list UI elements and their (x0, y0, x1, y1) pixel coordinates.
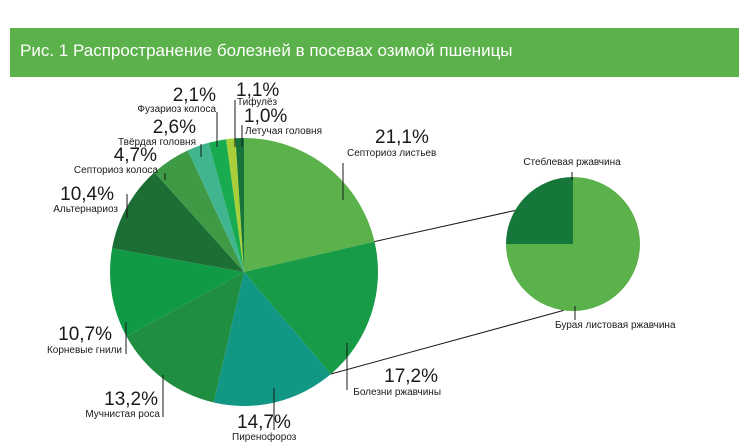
pie-slice-корневые-гнили (110, 248, 244, 337)
category-label-пиренофороз: Пиренофороз (232, 431, 297, 443)
connector-line-bottom (330, 309, 564, 375)
category-label-мучнистая-роса: Мучнистая роса (85, 409, 160, 420)
value-label-тифулёз: 1,1% (236, 80, 279, 101)
title-bar: Рис. 1 Распространение болезней в посева… (10, 28, 739, 77)
value-label-корневые-гнили: 10,7% (58, 324, 112, 345)
value-label-септориоз-листьев: 21,1% (375, 127, 429, 148)
category-label-тифулёз: Тифулёз (237, 96, 278, 108)
category-label-септориоз-колоса: Септориоз колоса (74, 165, 159, 176)
category-label-бурая-листовая-ржавчина: Бурая листовая ржавчина (555, 320, 676, 331)
category-label-болезни-ржавчины: Болезни ржавчины (353, 387, 441, 398)
pie-slice-твёрдая-головня (187, 142, 244, 272)
value-label-твёрдая-головня: 2,6% (153, 117, 196, 138)
sub-slice-стеблевая-ржавчина (506, 177, 573, 244)
pie-slice-пиренофороз (213, 272, 331, 406)
category-label-альтернариоз: Альтернариоз (53, 204, 118, 215)
category-label-фузариоз-колоса: Фузариоз колоса (137, 104, 216, 115)
category-label-корневые-гнили: Корневые гнили (47, 345, 122, 356)
pie-slice-фузариоз-колоса (208, 139, 244, 272)
category-label-твёрдая-головня: Твёрдая головня (118, 137, 196, 148)
category-label-летучая-головня: Летучая головня (245, 126, 322, 137)
pie-slice-септориоз-колоса (154, 150, 244, 272)
category-label-стеблевая-ржавчина: Стеблевая ржавчина (523, 156, 621, 168)
value-label-септориоз-колоса: 4,7% (114, 145, 157, 166)
pie-slice-мучнистая-роса (126, 272, 244, 403)
pie-slice-септориоз-листьев (244, 138, 375, 272)
pie-slice-летучая-головня (235, 138, 244, 272)
category-label-септориоз-листьев: Септориоз листьев (347, 148, 436, 159)
pie-slice-альтернариоз (112, 172, 245, 272)
value-label-пиренофороз: 14,7% (237, 412, 291, 433)
rust-breakdown-pie (506, 177, 640, 311)
value-label-фузариоз-колоса: 2,1% (173, 85, 216, 106)
connector-line-top (374, 210, 516, 243)
value-label-летучая-головня: 1,0% (244, 106, 287, 127)
pie-slice-болезни-ржавчины (244, 241, 378, 374)
pie-connectors (330, 210, 564, 375)
value-label-мучнистая-роса: 13,2% (104, 389, 158, 410)
main-pie (110, 138, 378, 406)
pie-labels: 21,1%Септориоз листьев 17,2%Болезни ржавч… (47, 80, 676, 443)
value-label-альтернариоз: 10,4% (60, 184, 114, 205)
value-label-болезни-ржавчины: 17,2% (384, 366, 438, 387)
pie-slice-тифулёз (226, 138, 244, 272)
chart-title: Рис. 1 Распространение болезней в посева… (20, 41, 513, 60)
